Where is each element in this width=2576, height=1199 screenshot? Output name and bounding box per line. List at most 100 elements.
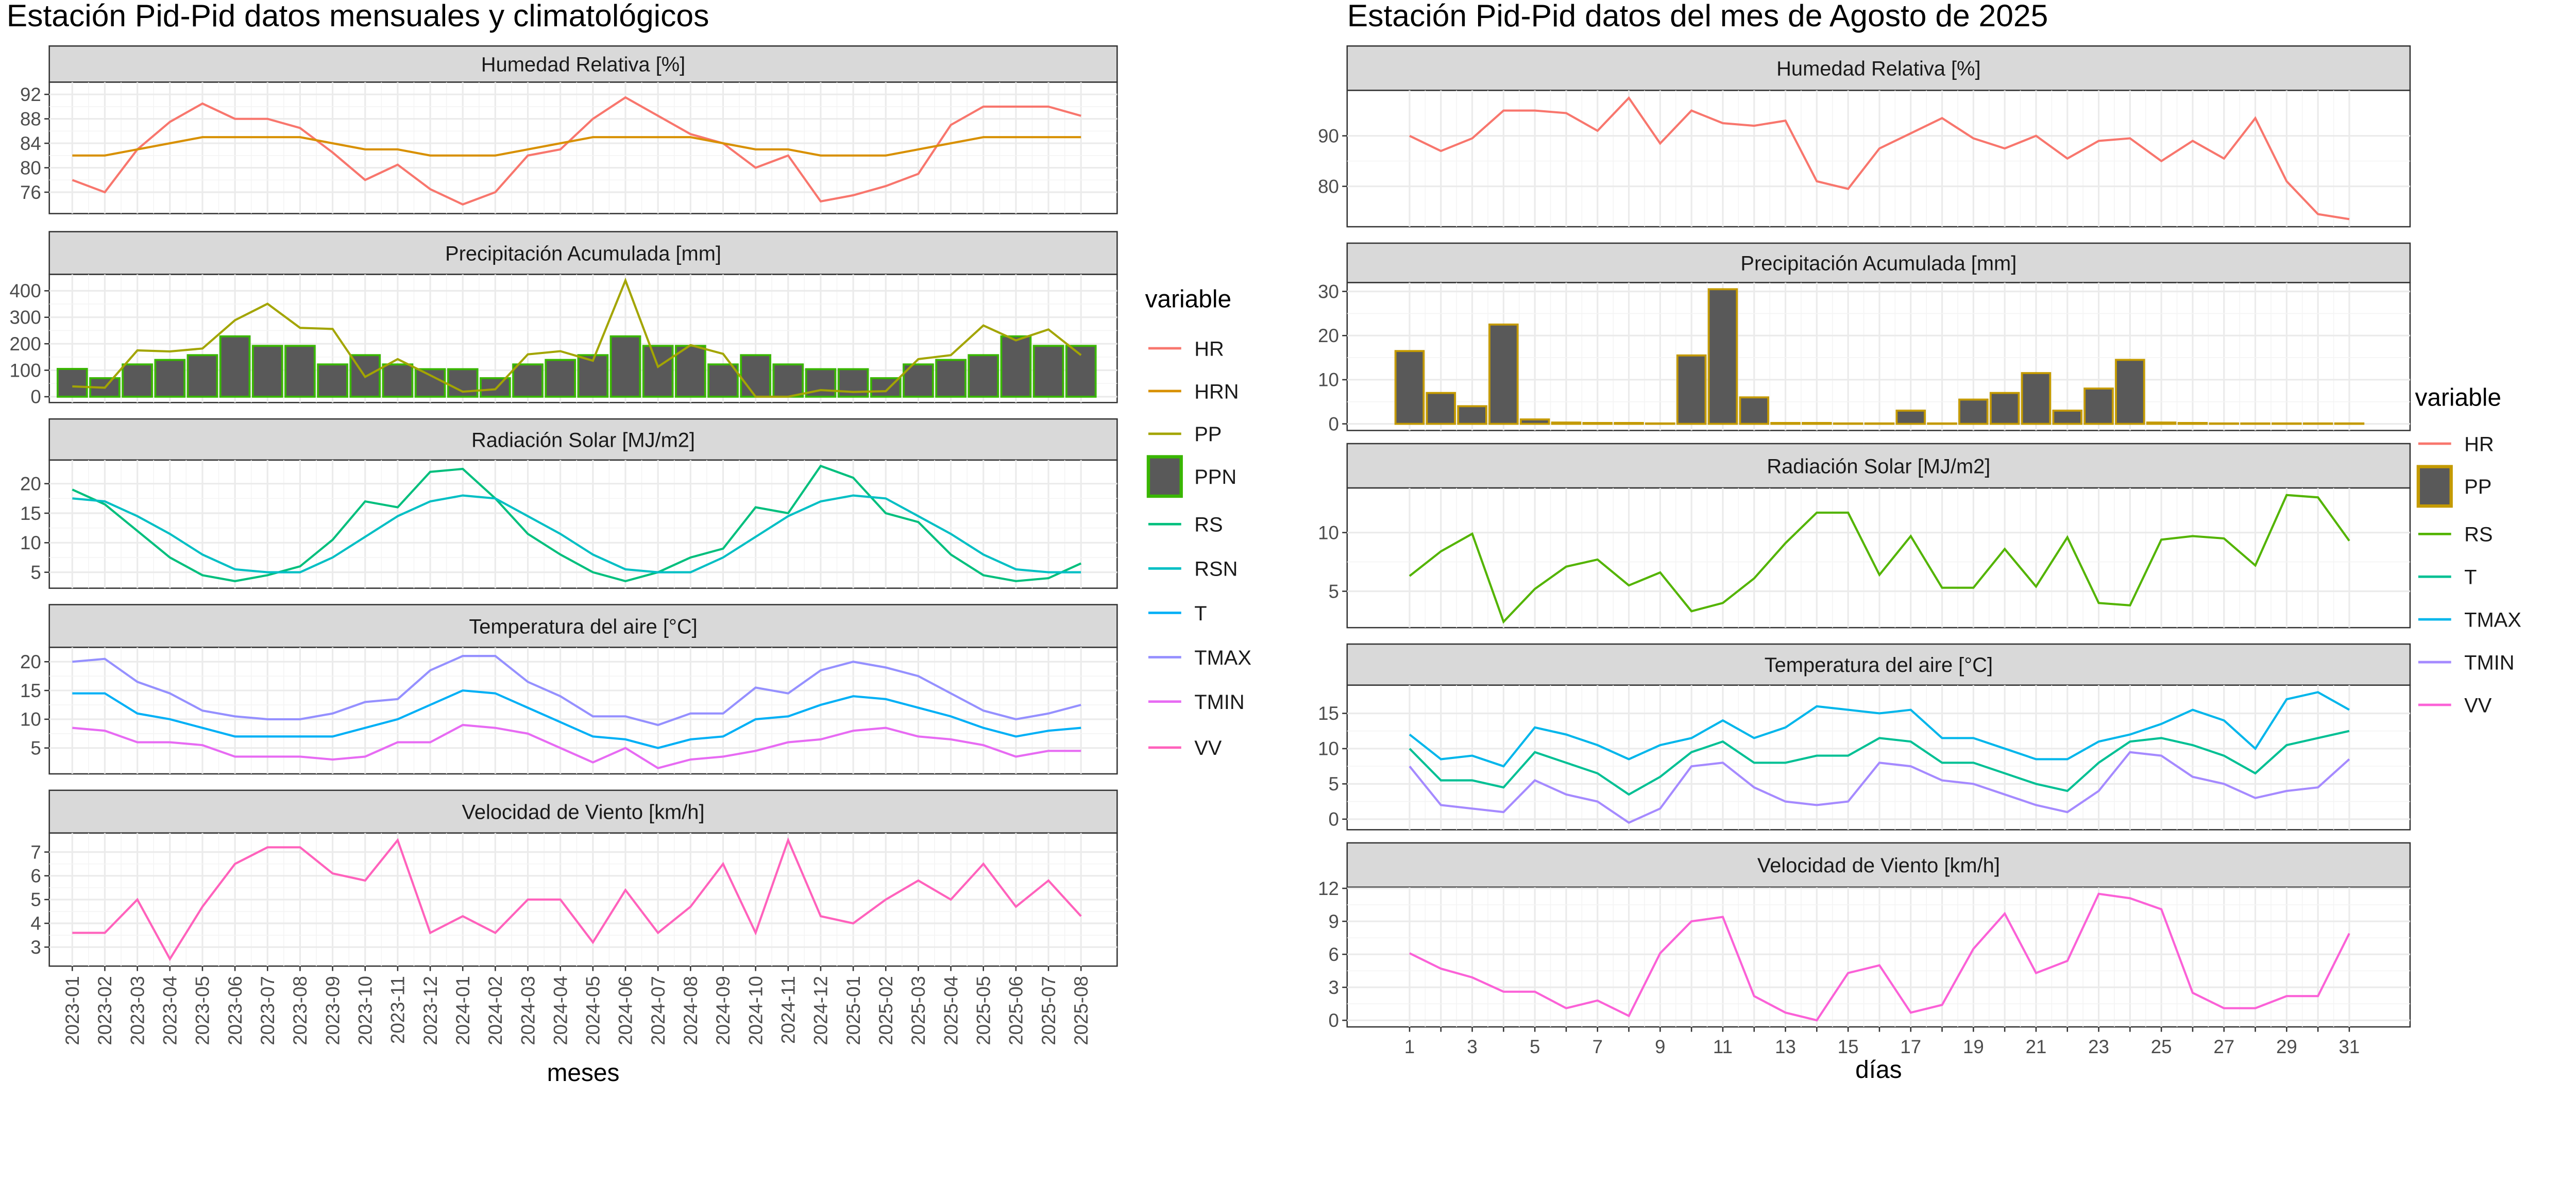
panel-strip-label: Precipitación Acumulada [mm] bbox=[445, 242, 721, 265]
y-tick-label: 3 bbox=[30, 937, 41, 958]
x-tick-label: 2023-10 bbox=[354, 976, 376, 1045]
y-tick-label: 0 bbox=[1328, 809, 1338, 830]
x-tick-label: 2025-06 bbox=[1006, 976, 1027, 1045]
y-tick-label: 15 bbox=[20, 503, 41, 524]
x-tick-label: 2023-06 bbox=[225, 976, 246, 1045]
x-tick-label: 2024-06 bbox=[615, 976, 636, 1045]
legend-item-hrn: HRN bbox=[1148, 380, 1239, 403]
x-tick-label: 9 bbox=[1655, 1036, 1665, 1057]
y-tick-label: 5 bbox=[1328, 581, 1338, 602]
panel-strip bbox=[1346, 842, 2411, 888]
x-tick-label: 2025-04 bbox=[940, 976, 961, 1045]
x-tick-label: 13 bbox=[1775, 1036, 1796, 1057]
legend-label: RSN bbox=[1194, 558, 1238, 581]
series-line-tmin bbox=[1409, 751, 2350, 824]
y-tick-label: 100 bbox=[10, 360, 41, 381]
y-tick-label: 88 bbox=[20, 108, 41, 129]
y-tick-label: 10 bbox=[1318, 369, 1339, 391]
legend-item-vv: VV bbox=[1148, 737, 1222, 759]
legend-label: VV bbox=[2464, 694, 2492, 717]
bar-ppn bbox=[545, 359, 577, 398]
chart-title: Estación Pid-Pid datos del mes de Agosto… bbox=[1347, 0, 2048, 33]
bar-pp bbox=[1770, 421, 1801, 425]
y-tick-label: 0 bbox=[30, 386, 41, 408]
x-tick-label: 2025-01 bbox=[843, 976, 864, 1045]
legend-title: variable bbox=[1145, 285, 1232, 313]
y-tick-label: 5 bbox=[30, 737, 41, 758]
legend-item-tmax: TMAX bbox=[1148, 647, 1251, 669]
series-line-rs bbox=[72, 464, 1082, 582]
legend-label: TMIN bbox=[2464, 651, 2514, 674]
bar-ppn bbox=[609, 335, 641, 398]
bar-ppn bbox=[740, 354, 771, 398]
legend-item-pp: PP bbox=[1148, 423, 1222, 446]
y-tick-label: 3 bbox=[1328, 977, 1338, 998]
panel-1: Humedad Relativa [%] 76 80 84 88 92 bbox=[20, 45, 1118, 214]
y-tick-label: 30 bbox=[1318, 281, 1339, 302]
legend-label: VV bbox=[1194, 737, 1222, 759]
bar-ppn bbox=[284, 345, 316, 398]
panel-strip bbox=[1346, 45, 2411, 91]
bar-ppn bbox=[674, 345, 706, 398]
y-tick-label: 300 bbox=[10, 307, 41, 328]
bar-pp bbox=[1457, 405, 1487, 425]
bar-ppn bbox=[251, 345, 283, 398]
y-tick-label: 10 bbox=[20, 532, 41, 553]
legend-label: TMAX bbox=[2464, 609, 2521, 632]
bar-ppn bbox=[414, 368, 446, 398]
legend-key-bar bbox=[2416, 465, 2453, 508]
legend-item-vv: VV bbox=[2418, 694, 2492, 717]
y-tick-label: 20 bbox=[20, 473, 41, 494]
panel-4: Temperatura del aire [°C] 0 5 10 15 bbox=[1318, 643, 2411, 831]
bar-ppn bbox=[1032, 345, 1064, 398]
y-tick-label: 6 bbox=[1328, 944, 1338, 965]
x-tick-label: 31 bbox=[2339, 1036, 2360, 1057]
x-tick-label: 17 bbox=[1900, 1036, 1921, 1057]
legend-item-hr: HR bbox=[1148, 337, 1224, 360]
bar-pp bbox=[2083, 387, 2114, 425]
x-tick-label: 2023-08 bbox=[290, 976, 311, 1045]
x-tick-label: 2023-11 bbox=[387, 976, 409, 1044]
y-tick-label: 20 bbox=[1318, 325, 1339, 346]
x-tick-label: 25 bbox=[2151, 1036, 2172, 1057]
series-line-pp bbox=[72, 277, 1082, 398]
x-tick-label: 2024-05 bbox=[583, 976, 604, 1045]
x-axis-label: días bbox=[1855, 1056, 1902, 1084]
bar-pp bbox=[1551, 421, 1582, 425]
bar-ppn bbox=[1065, 345, 1097, 398]
legend-item-t: T bbox=[2418, 566, 2477, 589]
x-tick-label: 2023-07 bbox=[257, 976, 278, 1045]
legend-label: T bbox=[2464, 566, 2477, 589]
series-line-tmax bbox=[72, 655, 1081, 727]
panel-strip-label: Temperatura del aire [°C] bbox=[469, 615, 697, 638]
x-tick-label: 15 bbox=[1838, 1036, 1859, 1057]
x-tick-label: 2024-04 bbox=[550, 976, 571, 1045]
panel-strip bbox=[48, 789, 1118, 834]
panel-3: Radiación Solar [MJ/m2] 5 10 bbox=[1318, 443, 2411, 629]
bar-pp bbox=[2052, 409, 2083, 425]
bar-ppn bbox=[154, 359, 186, 398]
series-line-vv bbox=[72, 837, 1082, 961]
legend: variable HR HRN PP PPN RS RSN T TMAX TMIN VV bbox=[1145, 285, 1251, 759]
x-tick-label: 2024-01 bbox=[452, 976, 473, 1045]
x-tick-label: 2023-12 bbox=[420, 976, 441, 1045]
panel-strip bbox=[48, 418, 1118, 461]
y-tick-label: 12 bbox=[1318, 878, 1339, 899]
legend-label: RS bbox=[1194, 514, 1223, 536]
x-axis-label: meses bbox=[547, 1059, 620, 1087]
bar-ppn bbox=[480, 377, 511, 398]
y-tick-label: 15 bbox=[20, 680, 41, 701]
bar-ppn bbox=[772, 363, 804, 398]
legend-item-rs: RS bbox=[1148, 514, 1223, 536]
legend-label: T bbox=[1194, 602, 1207, 625]
bar-pp bbox=[1676, 354, 1707, 425]
bar-pp bbox=[1895, 409, 1926, 425]
legend-key-bar bbox=[1146, 455, 1183, 498]
y-tick-label: 9 bbox=[1328, 911, 1338, 932]
bar-pp bbox=[1614, 421, 1644, 425]
x-tick-label: 21 bbox=[2026, 1036, 2047, 1057]
bar-ppn bbox=[187, 354, 218, 398]
bar-ppn bbox=[968, 354, 999, 398]
legend-label: HR bbox=[2464, 433, 2494, 455]
y-tick-label: 7 bbox=[30, 841, 41, 863]
